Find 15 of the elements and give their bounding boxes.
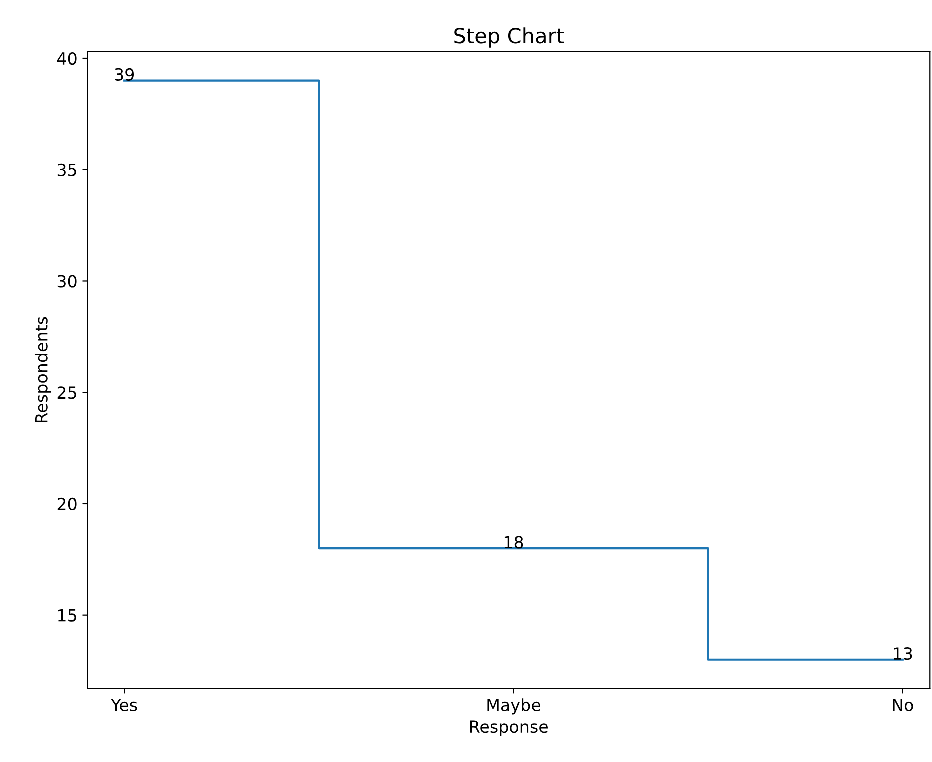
data-label: 39 xyxy=(115,68,134,82)
x-axis-title: Response xyxy=(470,720,548,736)
chart-title: Step Chart xyxy=(454,28,564,48)
y-tick-label: 15 xyxy=(58,610,76,622)
y-tick-label: 30 xyxy=(58,275,77,288)
x-tick-label: No xyxy=(893,699,914,712)
data-label: 13 xyxy=(894,648,912,660)
x-tick-label: Yes xyxy=(111,699,138,712)
y-tick-label: 40 xyxy=(57,52,77,66)
y-tick-label: 35 xyxy=(58,164,76,176)
y-tick-label: 20 xyxy=(58,498,77,511)
x-tick-label: Maybe xyxy=(488,698,540,715)
y-tick-label: 25 xyxy=(58,386,76,400)
y-axis-title: Respondents xyxy=(34,317,52,423)
data-label: 18 xyxy=(504,536,524,549)
